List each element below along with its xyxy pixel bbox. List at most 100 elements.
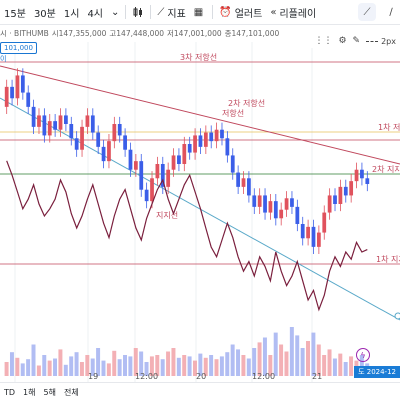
candle-body[interactable] <box>69 124 74 139</box>
candle-body[interactable] <box>290 198 294 207</box>
candle-body[interactable] <box>236 172 241 187</box>
layout-button[interactable]: ▦ <box>190 0 210 24</box>
candle-body[interactable] <box>198 135 203 147</box>
lightning-icon[interactable]: ϟ <box>356 348 370 362</box>
range-5y[interactable]: 5해 <box>43 387 56 397</box>
range-all[interactable]: 전체 <box>63 387 79 397</box>
resistance2-trendline[interactable] <box>0 65 400 165</box>
candle-body[interactable] <box>252 195 257 207</box>
candle-body[interactable] <box>209 132 214 142</box>
candle-body[interactable] <box>58 115 63 130</box>
candle-body[interactable] <box>139 161 144 190</box>
candle-body[interactable] <box>311 226 316 247</box>
candle-body[interactable] <box>96 132 101 147</box>
candle-body[interactable] <box>365 178 370 184</box>
volume-bar <box>53 358 58 376</box>
candle-body[interactable] <box>300 224 305 239</box>
more-options-button[interactable]: ∕ <box>382 3 400 21</box>
candle-body[interactable] <box>74 138 79 150</box>
candle-body[interactable] <box>295 206 300 224</box>
candle-body[interactable] <box>53 121 58 130</box>
candle-body[interactable] <box>360 169 364 179</box>
interval-30m[interactable]: 30분 <box>33 8 56 20</box>
candle-body[interactable] <box>150 178 154 202</box>
candle-body[interactable] <box>155 164 160 179</box>
volume-bar <box>117 359 122 376</box>
candle-body[interactable] <box>10 86 14 99</box>
volume-bar <box>90 358 95 376</box>
candle-body[interactable] <box>20 75 25 93</box>
candle-body[interactable] <box>112 124 117 142</box>
candle-body[interactable] <box>247 178 251 196</box>
candle-body[interactable] <box>128 149 133 170</box>
alarm-clock-icon: ⏰ <box>219 6 232 18</box>
candle-body[interactable] <box>349 181 354 196</box>
candle-body[interactable] <box>225 138 230 156</box>
x-tick-label: 21 <box>312 372 322 381</box>
alert-button[interactable]: ⏰ 얼러트 <box>215 0 266 24</box>
candle-style-button[interactable] <box>128 0 148 24</box>
candle-body[interactable] <box>107 141 111 162</box>
candle-body[interactable] <box>144 189 149 202</box>
candle-body[interactable] <box>273 201 278 219</box>
candle-body[interactable] <box>193 135 197 153</box>
candle-body[interactable] <box>338 186 343 204</box>
candle-body[interactable] <box>306 226 310 239</box>
replay-button[interactable]: « 리플레이 <box>266 0 320 24</box>
candle-body[interactable] <box>166 169 171 187</box>
candle-body[interactable] <box>354 169 359 182</box>
candle-body[interactable] <box>268 201 273 213</box>
candle-body[interactable] <box>230 155 235 173</box>
candle-body[interactable] <box>117 124 122 136</box>
drag-handle-icon[interactable]: ⋮⋮ <box>314 36 333 46</box>
volume-bar <box>176 357 181 376</box>
interval-1h[interactable]: 1시 <box>63 8 80 20</box>
candle-body[interactable] <box>177 155 181 164</box>
candle-body[interactable] <box>42 115 47 136</box>
candle-body[interactable] <box>123 135 127 150</box>
interval-15m[interactable]: 15분 <box>4 8 26 20</box>
candle-body[interactable] <box>187 144 192 153</box>
candle-body[interactable] <box>333 195 337 204</box>
candle-body[interactable] <box>85 115 90 127</box>
candle-body[interactable] <box>263 195 267 213</box>
candle-body[interactable] <box>31 106 36 127</box>
candle-body[interactable] <box>241 178 246 187</box>
candle-body[interactable] <box>26 92 31 107</box>
volume-bar <box>322 355 327 376</box>
candle-body[interactable] <box>37 115 41 127</box>
range-ytd[interactable]: TD <box>4 387 16 397</box>
range-1y[interactable]: 1해 <box>23 387 36 397</box>
candle-body[interactable] <box>64 115 68 124</box>
line-style-selector[interactable]: 2px <box>366 37 396 46</box>
candle-body[interactable] <box>160 164 165 187</box>
candle-body[interactable] <box>133 161 138 170</box>
pencil-icon[interactable]: ✎ <box>352 36 361 46</box>
candle-body[interactable] <box>284 198 289 210</box>
candle-body[interactable] <box>203 132 208 147</box>
candle-body[interactable] <box>220 129 224 139</box>
volume-bar <box>139 351 144 376</box>
drawing-tool-button[interactable]: ⟋ <box>358 3 376 21</box>
candle-body[interactable] <box>15 75 20 99</box>
candle-body[interactable] <box>279 209 284 219</box>
interval-dropdown[interactable]: ⌄ <box>107 0 123 24</box>
candle-body[interactable] <box>343 186 348 196</box>
settings-icon[interactable]: ⚙ <box>338 36 347 46</box>
candle-body[interactable] <box>4 86 9 107</box>
indicators-button[interactable]: ⟋ 지표 <box>153 0 189 24</box>
candle-body[interactable] <box>257 195 262 207</box>
candle-body[interactable] <box>101 146 106 162</box>
candle-body[interactable] <box>327 195 332 213</box>
candle-body[interactable] <box>47 121 52 136</box>
candle-body[interactable] <box>90 115 95 133</box>
candle-body[interactable] <box>316 232 321 247</box>
candle-body[interactable] <box>214 129 219 142</box>
candle-body[interactable] <box>182 144 187 164</box>
interval-4h[interactable]: 4시 <box>87 8 103 20</box>
trendline-handle[interactable] <box>394 312 400 320</box>
candle-body[interactable] <box>171 155 176 170</box>
candle-body[interactable] <box>80 126 84 150</box>
candle-body[interactable] <box>322 212 327 233</box>
